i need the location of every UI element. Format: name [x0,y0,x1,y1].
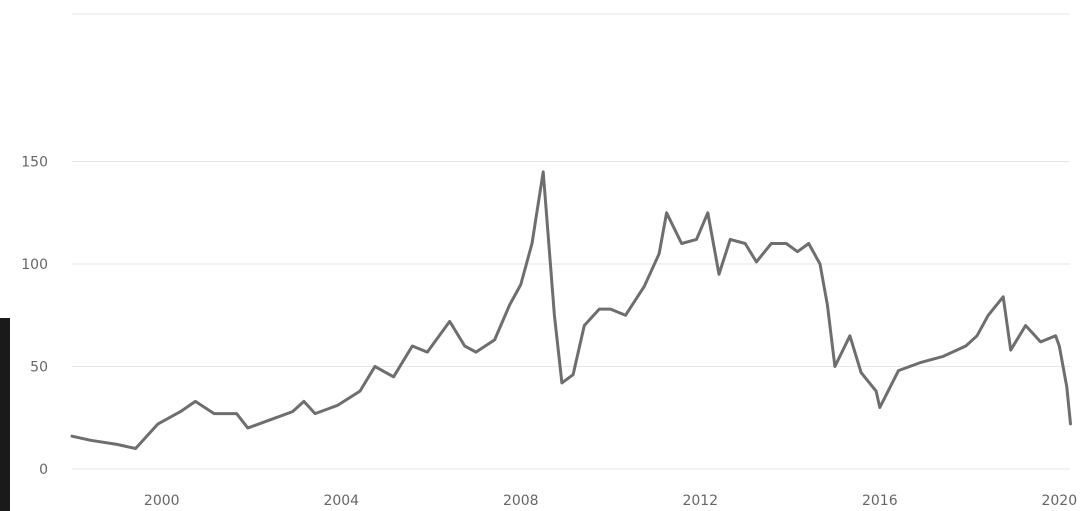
left-edge-bar [0,318,10,511]
x-tick-label: 2020 [1041,493,1077,509]
series-layer [70,170,1072,450]
y-tick-label: 150 [21,155,48,171]
x-axis: 2000 2004 2008 2012 2016 2020 [144,493,1077,509]
x-tick-label: 2016 [862,493,898,509]
y-axis: 0 50 100 150 [21,155,48,479]
grid-lines [72,161,1070,470]
series-line-0 [70,170,1072,450]
x-tick-label: 2012 [682,493,718,509]
y-tick-label: 0 [39,462,48,478]
x-tick-label: 2008 [503,493,539,509]
x-tick-label: 2000 [144,493,180,509]
x-tick-label: 2004 [323,493,359,509]
y-tick-label: 50 [30,360,48,376]
y-tick-label: 100 [21,257,48,273]
